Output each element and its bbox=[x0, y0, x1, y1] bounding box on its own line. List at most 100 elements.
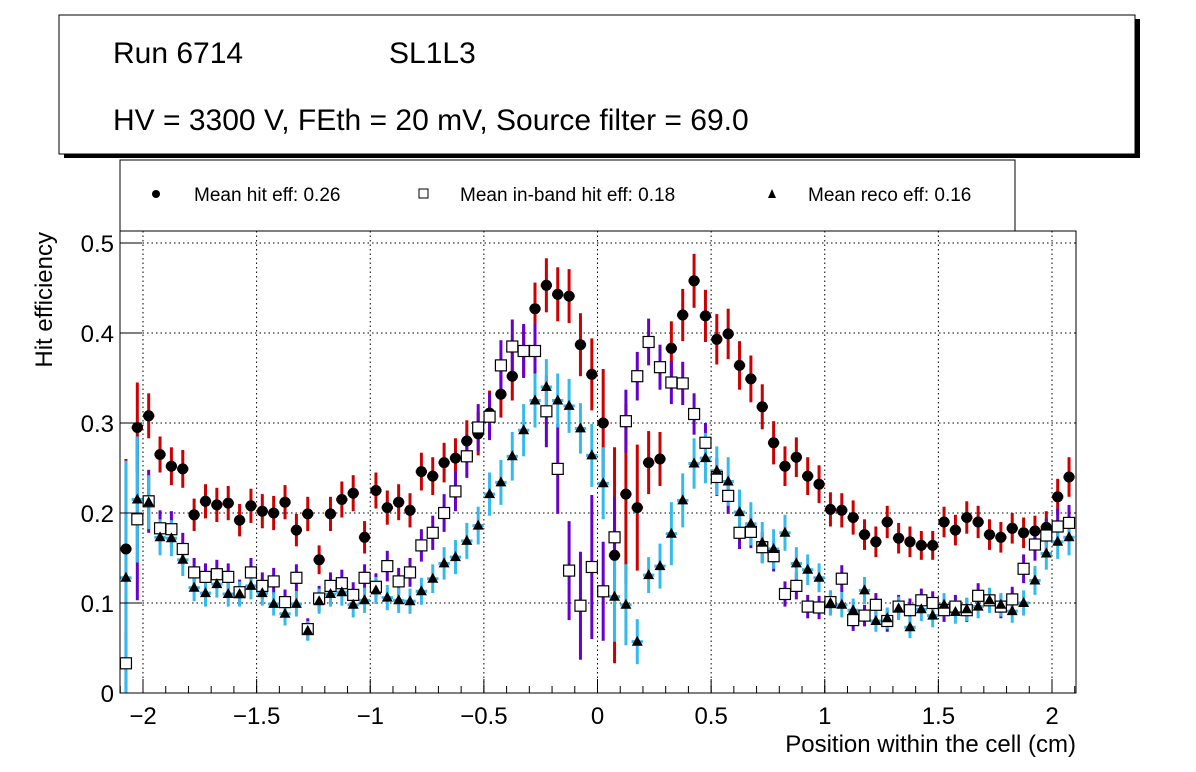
data-point-hit-eff bbox=[268, 507, 280, 519]
data-point-inband-eff bbox=[1062, 516, 1076, 530]
data-point-hit-eff bbox=[359, 531, 371, 543]
data-point-reco-eff bbox=[290, 597, 302, 608]
legend-label-inband-eff: Mean in-band hit eff: 0.18 bbox=[460, 185, 675, 206]
data-point-reco-eff bbox=[381, 591, 393, 602]
data-point-inband-eff bbox=[903, 604, 917, 617]
data-point-hit-eff bbox=[211, 499, 223, 511]
data-point-inband-eff bbox=[653, 361, 667, 374]
data-point-reco-eff bbox=[143, 496, 155, 507]
data-point-hit-eff bbox=[949, 524, 961, 536]
data-point-reco-eff bbox=[472, 519, 484, 530]
data-point-reco-eff bbox=[699, 452, 711, 463]
data-point-reco-eff bbox=[415, 585, 427, 596]
data-point-reco-eff bbox=[1052, 535, 1064, 546]
data-point-inband-eff bbox=[551, 462, 564, 475]
data-point-reco-eff bbox=[324, 588, 336, 598]
data-point-inband-eff bbox=[733, 526, 746, 539]
data-point-inband-eff bbox=[631, 370, 644, 383]
data-point-hit-eff bbox=[438, 457, 450, 469]
data-point-hit-eff bbox=[347, 487, 359, 499]
data-point-reco-eff bbox=[870, 615, 882, 625]
data-point-inband-eff bbox=[790, 579, 803, 593]
data-point-hit-eff bbox=[1063, 471, 1075, 483]
x-tick-label: −2 bbox=[129, 703, 156, 730]
data-point-reco-eff bbox=[984, 594, 996, 605]
data-point-hit-eff bbox=[552, 288, 564, 300]
data-point-hit-eff bbox=[415, 466, 427, 478]
data-point-inband-eff bbox=[1028, 538, 1042, 551]
data-point-hit-eff bbox=[847, 512, 859, 523]
data-point-hit-eff bbox=[961, 512, 973, 523]
data-point-inband-eff bbox=[665, 376, 678, 389]
data-point-inband-eff bbox=[176, 542, 189, 556]
data-point-reco-eff bbox=[461, 534, 473, 545]
data-point-hit-eff bbox=[154, 449, 166, 460]
data-point-reco-eff bbox=[154, 531, 166, 542]
x-tick-label: 0 bbox=[591, 703, 604, 730]
data-point-hit-eff bbox=[688, 275, 700, 287]
y-axis-label: Hit efficiency bbox=[31, 232, 58, 368]
data-point-hit-eff bbox=[245, 500, 257, 512]
data-point-inband-eff bbox=[415, 539, 428, 552]
legend-marker-circle-icon bbox=[152, 190, 160, 198]
data-point-hit-eff bbox=[256, 505, 268, 517]
data-point-reco-eff bbox=[1006, 605, 1018, 616]
data-point-inband-eff bbox=[494, 359, 508, 372]
data-point-hit-eff bbox=[597, 417, 609, 429]
data-point-hit-eff bbox=[620, 488, 632, 500]
x-tick-label: −1 bbox=[357, 703, 384, 730]
x-axis-label: Position within the cell (cm) bbox=[785, 731, 1076, 758]
data-point-inband-eff bbox=[778, 587, 792, 601]
data-point-hit-eff bbox=[131, 422, 143, 433]
data-point-inband-eff bbox=[278, 595, 292, 609]
data-point-reco-eff bbox=[949, 606, 961, 616]
data-point-hit-eff bbox=[915, 539, 927, 551]
data-point-hit-eff bbox=[188, 509, 200, 521]
data-point-hit-eff bbox=[665, 342, 677, 354]
data-point-reco-eff bbox=[927, 609, 939, 620]
data-point-inband-eff bbox=[676, 377, 689, 390]
data-point-hit-eff bbox=[756, 401, 768, 413]
data-point-hit-eff bbox=[461, 435, 473, 447]
data-point-reco-eff bbox=[665, 527, 677, 538]
data-point-inband-eff bbox=[449, 485, 462, 498]
data-point-reco-eff bbox=[677, 494, 689, 505]
data-point-hit-eff bbox=[802, 470, 814, 482]
data-point-hit-eff bbox=[779, 460, 791, 472]
legend-box bbox=[119, 159, 1016, 232]
data-point-hit-eff bbox=[813, 478, 825, 490]
data-point-reco-eff bbox=[302, 624, 314, 635]
data-point-hit-eff bbox=[631, 502, 643, 514]
data-point-inband-eff bbox=[562, 564, 576, 577]
data-point-inband-eff bbox=[847, 613, 860, 627]
data-point-reco-eff bbox=[972, 600, 984, 611]
data-point-reco-eff bbox=[529, 394, 541, 405]
data-point-reco-eff bbox=[631, 635, 643, 646]
data-point-reco-eff bbox=[313, 595, 325, 606]
data-point-hit-eff bbox=[1029, 525, 1041, 537]
y-tick-label: 0.2 bbox=[81, 501, 114, 528]
data-point-reco-eff bbox=[279, 607, 291, 618]
data-point-reco-eff bbox=[1029, 574, 1041, 585]
data-point-inband-eff bbox=[597, 585, 610, 598]
data-point-hit-eff bbox=[234, 514, 246, 526]
data-point-reco-eff bbox=[518, 424, 530, 435]
data-point-inband-eff bbox=[392, 575, 405, 588]
data-point-reco-eff bbox=[256, 587, 268, 598]
data-point-reco-eff bbox=[881, 612, 893, 623]
data-point-hit-eff bbox=[427, 470, 439, 482]
data-point-hit-eff bbox=[654, 453, 666, 465]
data-point-inband-eff bbox=[574, 599, 587, 612]
axes: −2 −1.5 −1 −0.5 0 0.5 1 1.5 2 0 0.1 0.2 0.3 0.4 0.5 bbox=[81, 231, 1076, 730]
data-point-inband-eff bbox=[1051, 520, 1064, 533]
data-point-hit-eff bbox=[870, 536, 882, 548]
title-box bbox=[58, 14, 1136, 155]
data-point-inband-eff bbox=[506, 340, 519, 353]
data-point-inband-eff bbox=[1017, 562, 1030, 575]
legend-label-reco-eff: Mean reco eff: 0.16 bbox=[808, 185, 971, 206]
data-point-hit-eff bbox=[824, 503, 836, 515]
data-point-reco-eff bbox=[643, 569, 655, 580]
data-point-reco-eff bbox=[131, 493, 143, 504]
data-point-reco-eff bbox=[449, 551, 461, 562]
x-tick-label: −1.5 bbox=[233, 703, 280, 730]
